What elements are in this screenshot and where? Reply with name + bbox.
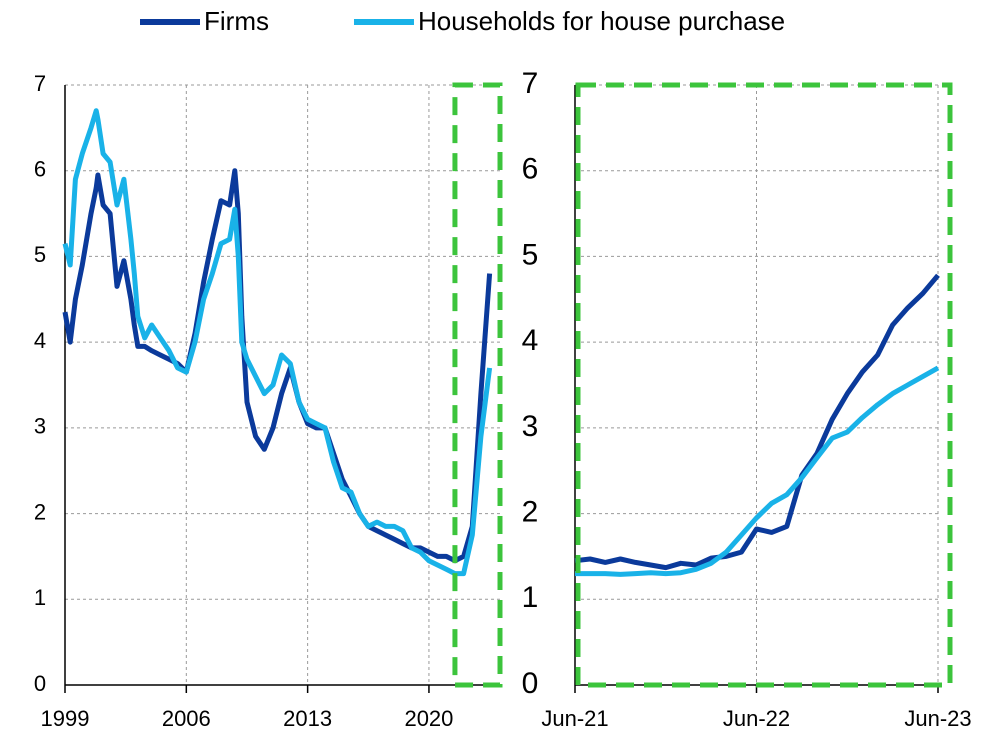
series-line <box>62 108 493 577</box>
y-tick-label: 1 <box>34 585 46 610</box>
x-tick-label: 2006 <box>162 706 211 731</box>
y-tick-label: 4 <box>522 324 539 357</box>
x-tick-label: 1999 <box>41 706 90 731</box>
y-tick-label: 5 <box>522 238 539 271</box>
y-tick-label: 2 <box>34 499 46 524</box>
legend-label: Households for house purchase <box>418 6 785 36</box>
y-tick-label: 7 <box>522 67 539 100</box>
y-tick-label: 5 <box>34 242 46 267</box>
y-tick-label: 2 <box>522 495 539 528</box>
highlight-box <box>452 82 503 688</box>
y-tick-label: 3 <box>522 410 539 443</box>
x-tick-label: Jun-22 <box>723 706 790 731</box>
highlight-box <box>575 82 953 688</box>
x-tick-label: Jun-23 <box>904 706 971 731</box>
x-tick-label: 2020 <box>404 706 453 731</box>
y-tick-label: 6 <box>522 153 539 186</box>
y-tick-label: 1 <box>522 581 539 614</box>
x-tick-label: Jun-21 <box>541 706 608 731</box>
y-tick-label: 0 <box>34 671 46 696</box>
legend-label: Firms <box>204 6 269 36</box>
series-line <box>574 273 940 571</box>
y-tick-label: 4 <box>34 328 46 353</box>
y-tick-label: 0 <box>522 667 539 700</box>
series-line <box>575 365 940 577</box>
x-tick-label: 2013 <box>283 706 332 731</box>
y-tick-label: 6 <box>34 157 46 182</box>
y-tick-label: 7 <box>34 71 46 96</box>
y-tick-label: 3 <box>34 414 46 439</box>
